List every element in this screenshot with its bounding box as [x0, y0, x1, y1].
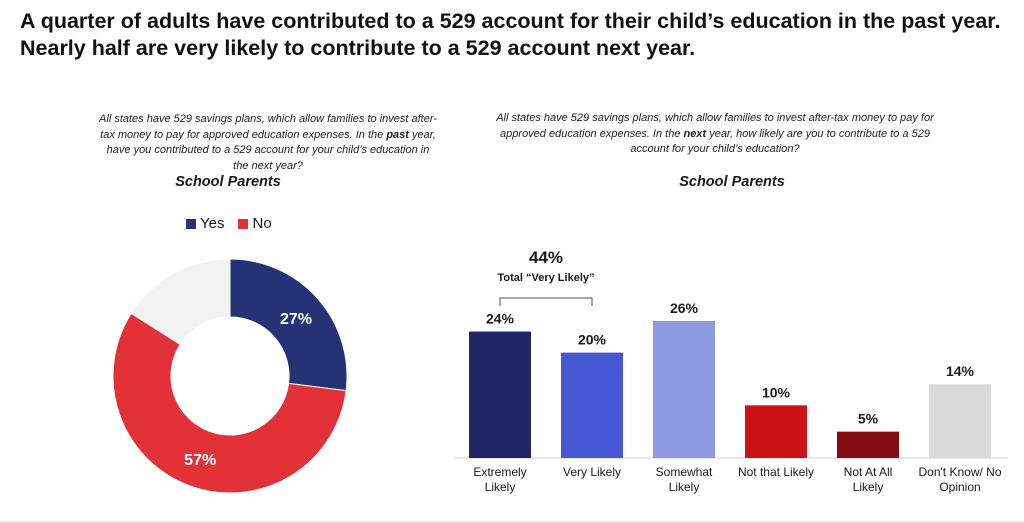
bar-value-label: 5%: [858, 411, 879, 427]
legend-item-yes: Yes: [186, 215, 224, 232]
bar-category-label: Very Likely: [563, 465, 621, 479]
total-bracket: [499, 297, 593, 306]
donut-label-no: 57%: [184, 452, 216, 469]
bar-category-label: Somewhat Likely: [656, 465, 713, 494]
left-chart-subtitle: School Parents: [175, 174, 281, 190]
bar-value-label: 24%: [486, 311, 515, 327]
legend-swatch-yes: [186, 218, 196, 229]
bar-value-label: 10%: [762, 384, 791, 400]
legend-label-no: No: [252, 215, 272, 232]
donut-slice-yes: [229, 258, 348, 392]
left-question-text: All states have 529 savings plans, which…: [98, 112, 438, 174]
donut-slice-remainder: [130, 258, 231, 346]
legend-swatch-no: [238, 218, 249, 229]
left-question-pre: All states have 529 savings plans, which…: [99, 113, 437, 141]
bar-category-label: Extremely Likely: [473, 465, 526, 494]
donut-legend: Yes No: [186, 215, 272, 232]
legend-label-yes: Yes: [200, 215, 225, 232]
bar-6: [929, 384, 991, 458]
bar-category-label: Don't Know/ No Opinion: [919, 465, 1002, 494]
right-question-post: year, how likely are you to contribute t…: [630, 127, 930, 156]
bar-1: [469, 331, 531, 458]
right-chart-subtitle: School Parents: [679, 174, 785, 190]
donut-chart: 27% 57%: [112, 258, 348, 494]
bar-value-label: 26%: [670, 300, 699, 316]
bar-5: [837, 431, 899, 458]
bar-value-label: 20%: [578, 332, 607, 348]
bar-4: [745, 405, 807, 458]
bracket-total-label: Total “Very Likely”: [497, 272, 594, 284]
bar-category-label: Not that Likely: [738, 465, 814, 479]
bar-2: [561, 352, 623, 458]
left-question-post: year, have you contributed to a 529 acco…: [106, 128, 436, 172]
right-question-pre: All states have 529 savings plans, which…: [496, 112, 934, 140]
bracket-total-value: 44%: [529, 248, 563, 267]
footer-divider: [0, 521, 1024, 523]
left-question-emphasis: past: [386, 128, 409, 141]
page-headline: A quarter of adults have contributed to …: [20, 9, 1001, 60]
donut-label-yes: 27%: [280, 311, 312, 328]
donut-slice-no: [112, 312, 347, 494]
bar-category-label: Not At All Likely: [844, 465, 893, 494]
bar-3: [653, 321, 715, 458]
legend-item-no: No: [238, 215, 272, 232]
right-question-text: All states have 529 savings plans, which…: [480, 111, 950, 158]
right-question-emphasis: next: [683, 127, 707, 140]
bar-value-label: 14%: [946, 363, 975, 379]
